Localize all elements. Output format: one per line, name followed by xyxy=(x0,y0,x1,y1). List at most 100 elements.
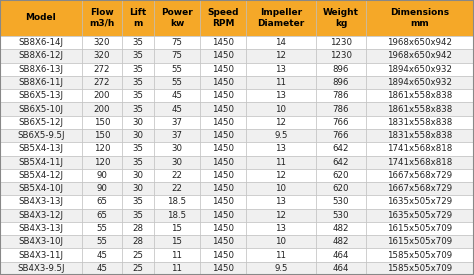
Bar xyxy=(316,155,366,169)
Bar xyxy=(246,0,316,36)
Bar xyxy=(316,142,366,155)
Text: SB4X3-13J: SB4X3-13J xyxy=(18,197,64,207)
Text: 35: 35 xyxy=(133,78,144,87)
Bar xyxy=(316,62,366,76)
Text: SB5X4-12J: SB5X4-12J xyxy=(18,171,64,180)
Bar xyxy=(200,36,246,49)
Text: 1615x505x709: 1615x505x709 xyxy=(387,237,453,246)
Text: 11: 11 xyxy=(172,264,182,273)
Text: 75: 75 xyxy=(172,38,182,47)
Bar xyxy=(200,222,246,235)
Bar xyxy=(366,235,474,248)
Bar xyxy=(154,62,200,76)
Text: 1667x568x729: 1667x568x729 xyxy=(387,184,453,193)
Bar xyxy=(316,89,366,102)
Bar xyxy=(200,209,246,222)
Bar xyxy=(366,169,474,182)
Bar xyxy=(154,142,200,155)
Text: 620: 620 xyxy=(333,184,349,193)
Bar xyxy=(246,209,316,222)
Bar xyxy=(154,169,200,182)
Bar xyxy=(82,155,122,169)
Text: SB4X3-11J: SB4X3-11J xyxy=(18,251,64,260)
Text: 45: 45 xyxy=(172,91,182,100)
Text: 1831x558x838: 1831x558x838 xyxy=(387,118,453,127)
Bar xyxy=(82,209,122,222)
Bar xyxy=(122,155,154,169)
Bar xyxy=(200,142,246,155)
Text: Impeller
Diameter: Impeller Diameter xyxy=(257,9,305,28)
Bar xyxy=(316,36,366,49)
Bar xyxy=(200,155,246,169)
Text: 90: 90 xyxy=(97,184,108,193)
Bar xyxy=(0,169,82,182)
Text: 482: 482 xyxy=(333,224,349,233)
Bar xyxy=(122,36,154,49)
Bar xyxy=(82,195,122,209)
Text: Power
kw: Power kw xyxy=(161,9,193,28)
Text: SB6X5-12J: SB6X5-12J xyxy=(18,118,64,127)
Text: 786: 786 xyxy=(333,91,349,100)
Text: 464: 464 xyxy=(333,264,349,273)
Text: 30: 30 xyxy=(133,171,144,180)
Text: 30: 30 xyxy=(172,158,182,167)
Text: SB4X3-10J: SB4X3-10J xyxy=(18,237,64,246)
Text: 320: 320 xyxy=(94,51,110,60)
Bar xyxy=(122,182,154,195)
Bar xyxy=(366,195,474,209)
Bar xyxy=(366,182,474,195)
Bar xyxy=(154,262,200,275)
Bar xyxy=(200,262,246,275)
Bar xyxy=(246,62,316,76)
Bar xyxy=(316,169,366,182)
Bar xyxy=(154,0,200,36)
Text: 90: 90 xyxy=(97,171,108,180)
Bar xyxy=(0,235,82,248)
Text: 45: 45 xyxy=(172,104,182,114)
Bar xyxy=(246,36,316,49)
Bar xyxy=(0,0,82,36)
Bar xyxy=(366,155,474,169)
Bar xyxy=(246,195,316,209)
Bar xyxy=(154,49,200,62)
Bar xyxy=(316,182,366,195)
Text: 35: 35 xyxy=(133,91,144,100)
Text: Weight
kg: Weight kg xyxy=(323,9,359,28)
Bar xyxy=(0,36,82,49)
Text: 1230: 1230 xyxy=(330,51,352,60)
Bar xyxy=(200,49,246,62)
Text: 35: 35 xyxy=(133,144,144,153)
Text: 55: 55 xyxy=(97,224,108,233)
Bar xyxy=(82,248,122,262)
Text: 1450: 1450 xyxy=(212,78,234,87)
Bar xyxy=(200,195,246,209)
Bar xyxy=(316,248,366,262)
Bar xyxy=(316,262,366,275)
Text: 642: 642 xyxy=(333,144,349,153)
Text: 1450: 1450 xyxy=(212,264,234,273)
Bar xyxy=(366,142,474,155)
Text: 22: 22 xyxy=(172,184,182,193)
Bar xyxy=(122,102,154,116)
Text: 1450: 1450 xyxy=(212,51,234,60)
Bar xyxy=(246,142,316,155)
Bar xyxy=(200,62,246,76)
Bar xyxy=(154,89,200,102)
Bar xyxy=(122,0,154,36)
Text: 1450: 1450 xyxy=(212,144,234,153)
Text: 15: 15 xyxy=(172,224,182,233)
Bar xyxy=(316,76,366,89)
Bar xyxy=(0,49,82,62)
Text: 45: 45 xyxy=(97,251,108,260)
Bar xyxy=(82,36,122,49)
Bar xyxy=(154,36,200,49)
Text: 11: 11 xyxy=(275,251,286,260)
Text: 620: 620 xyxy=(333,171,349,180)
Text: 65: 65 xyxy=(97,211,108,220)
Text: 1450: 1450 xyxy=(212,171,234,180)
Text: 55: 55 xyxy=(97,237,108,246)
Bar xyxy=(82,102,122,116)
Text: 30: 30 xyxy=(133,184,144,193)
Bar xyxy=(154,222,200,235)
Text: 1585x505x709: 1585x505x709 xyxy=(387,264,453,273)
